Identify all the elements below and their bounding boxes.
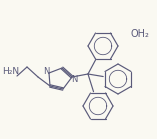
Text: N: N: [71, 75, 77, 84]
Text: N: N: [43, 68, 49, 76]
Text: OH₂: OH₂: [131, 29, 149, 39]
Text: H₂N: H₂N: [3, 68, 20, 76]
